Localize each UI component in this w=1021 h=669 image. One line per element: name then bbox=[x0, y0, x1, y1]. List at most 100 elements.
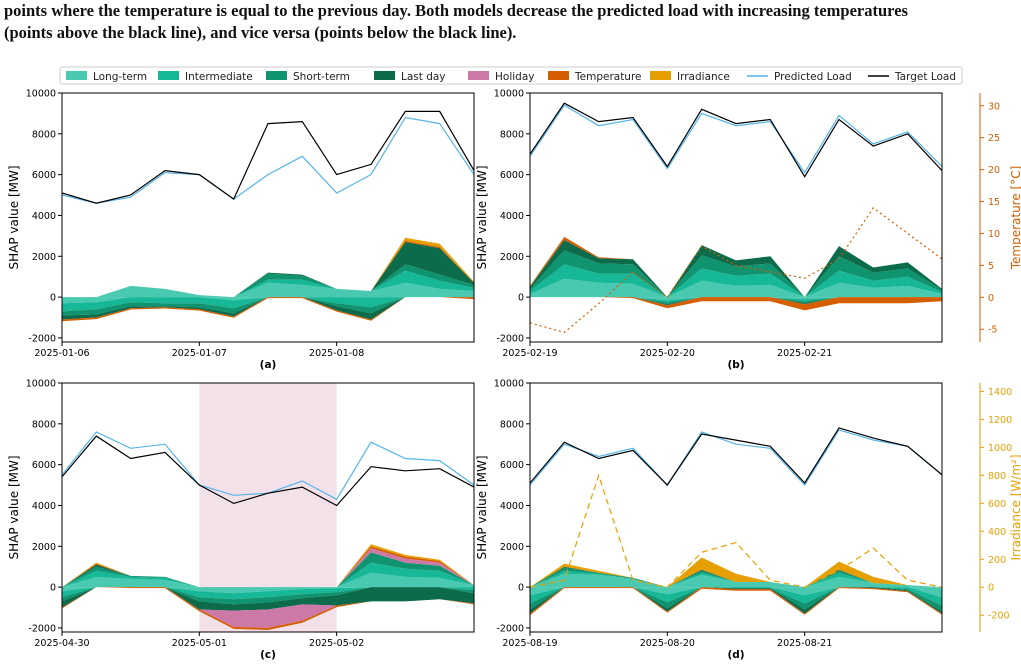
caption-line-2: (points above the black line), and vice … bbox=[4, 23, 517, 42]
secondary-axis-tick-label: 30 bbox=[988, 101, 1000, 112]
legend-label: Intermediate bbox=[185, 71, 253, 83]
area-short-term-negative bbox=[62, 587, 474, 605]
panel-frame bbox=[61, 382, 475, 633]
y-tick-label: 2000 bbox=[500, 542, 524, 553]
secondary-axis-label: Temperature [°C] bbox=[1009, 166, 1021, 271]
y-tick-label: 6000 bbox=[500, 170, 524, 181]
x-tick-label: 2025-01-07 bbox=[172, 348, 227, 359]
legend-label: Irradiance bbox=[677, 71, 730, 83]
legend-swatch bbox=[374, 71, 395, 80]
secondary-series-line bbox=[530, 473, 942, 588]
legend-item-holiday: Holiday bbox=[468, 71, 534, 83]
area-intermediate-positive bbox=[62, 562, 474, 588]
legend-label: Predicted Load bbox=[774, 71, 852, 83]
legend-item-target-load: Target Load bbox=[868, 71, 956, 83]
legend-item-temperature: Temperature bbox=[548, 71, 642, 83]
y-tick-label: -2000 bbox=[28, 333, 56, 344]
y-tick-label: 4000 bbox=[32, 211, 56, 222]
area-intermediate-negative bbox=[62, 587, 474, 600]
secondary-axis-tick-label: -5 bbox=[988, 325, 997, 336]
panel-frame bbox=[529, 92, 943, 343]
panel-frame bbox=[529, 382, 943, 633]
area-temperature-positive bbox=[530, 236, 942, 298]
x-tick-label: 2025-02-19 bbox=[502, 348, 557, 359]
secondary-axis-label: Irradiance [W/m²] bbox=[1009, 454, 1021, 560]
legend-label: Target Load bbox=[894, 71, 956, 83]
y-tick-label: 6000 bbox=[32, 460, 56, 471]
target-load-line bbox=[530, 427, 942, 486]
secondary-axis-tick-label: 5 bbox=[988, 261, 994, 272]
area-long-term-positive bbox=[530, 278, 942, 298]
y-tick-label: 2000 bbox=[32, 542, 56, 553]
panel-label: (c) bbox=[260, 649, 276, 661]
predicted-load-line bbox=[530, 429, 942, 486]
secondary-series-line bbox=[530, 207, 942, 334]
legend-swatch bbox=[468, 71, 489, 80]
secondary-axis-tick-label: -200 bbox=[988, 611, 1010, 622]
y-tick-label: 0 bbox=[518, 583, 524, 594]
area-last-day-negative bbox=[530, 587, 942, 614]
area-long-term-positive bbox=[62, 282, 474, 298]
area-short-term-negative bbox=[530, 587, 942, 612]
area-last-day-negative bbox=[62, 587, 474, 611]
panel-frame bbox=[61, 92, 475, 343]
area-last-day-positive bbox=[62, 242, 474, 298]
y-tick-label: 8000 bbox=[32, 419, 56, 430]
y-tick-label: 4000 bbox=[500, 211, 524, 222]
legend-label: Holiday bbox=[495, 71, 534, 83]
area-intermediate-positive bbox=[62, 270, 474, 298]
area-holiday-negative bbox=[62, 587, 474, 628]
x-tick-label: 2025-05-02 bbox=[309, 638, 364, 649]
legend-swatch bbox=[266, 71, 287, 80]
y-tick-label: 10000 bbox=[494, 89, 524, 100]
area-short-term-negative bbox=[62, 297, 474, 316]
area-temperature-negative bbox=[530, 297, 942, 311]
legend-swatch bbox=[66, 71, 87, 80]
y-axis-label: SHAP value [MW] bbox=[475, 455, 489, 559]
panel-a: -2000 0 2000 4000 6000 8000 10000 SHAP value [M… bbox=[7, 89, 475, 371]
predicted-load-line bbox=[530, 104, 942, 174]
area-long-term-positive bbox=[62, 572, 474, 588]
x-tick-label: 2025-01-08 bbox=[309, 348, 364, 359]
y-axis-label: SHAP value [MW] bbox=[7, 165, 21, 269]
stacked-areas bbox=[62, 544, 474, 630]
y-tick-label: 10000 bbox=[26, 89, 56, 100]
legend-item-long-term: Long-term bbox=[66, 71, 147, 83]
y-axis-label: SHAP value [MW] bbox=[475, 165, 489, 269]
legend-swatch bbox=[548, 71, 569, 80]
y-tick-label: 0 bbox=[50, 293, 56, 304]
x-tick-label: 2025-05-01 bbox=[172, 638, 227, 649]
area-temperature-positive bbox=[62, 240, 474, 298]
x-tick-label: 2025-08-19 bbox=[502, 638, 557, 649]
legend-swatch bbox=[158, 71, 179, 80]
legend-label: Last day bbox=[401, 71, 446, 83]
area-intermediate-positive bbox=[530, 570, 942, 588]
y-tick-label: 8000 bbox=[500, 129, 524, 140]
area-intermediate-positive bbox=[530, 264, 942, 298]
area-long-term-positive bbox=[530, 573, 942, 588]
area-last-day-negative bbox=[62, 297, 474, 320]
area-temperature-negative bbox=[530, 587, 942, 616]
x-tick-label: 2025-08-20 bbox=[640, 638, 695, 649]
x-tick-label: 2025-02-21 bbox=[777, 348, 832, 359]
secondary-axis-tick-label: 1000 bbox=[988, 443, 1012, 454]
secondary-axis-tick-label: 1200 bbox=[988, 415, 1012, 426]
y-tick-label: 0 bbox=[50, 583, 56, 594]
legend-label: Short-term bbox=[293, 71, 350, 83]
y-axis-label: SHAP value [MW] bbox=[7, 455, 21, 559]
y-tick-label: 4000 bbox=[32, 501, 56, 512]
area-irradiance-positive bbox=[62, 237, 474, 298]
panel-label: (d) bbox=[727, 649, 744, 661]
caption-line-1: points where the temperature is equal to… bbox=[4, 1, 908, 20]
secondary-axis-tick-label: 400 bbox=[988, 527, 1006, 538]
legend-item-last-day: Last day bbox=[374, 71, 446, 83]
target-load-line bbox=[530, 102, 942, 178]
area-short-term-positive bbox=[530, 567, 942, 588]
panel-label: (b) bbox=[727, 359, 744, 371]
y-tick-label: -2000 bbox=[28, 623, 56, 634]
stacked-areas bbox=[530, 557, 942, 616]
panel-c: -2000 0 2000 4000 6000 8000 10000 SHAP value [M… bbox=[7, 379, 475, 661]
secondary-axis-tick-label: 25 bbox=[988, 133, 1000, 144]
y-tick-label: -2000 bbox=[496, 623, 524, 634]
secondary-axis-tick-label: 20 bbox=[988, 165, 1000, 176]
